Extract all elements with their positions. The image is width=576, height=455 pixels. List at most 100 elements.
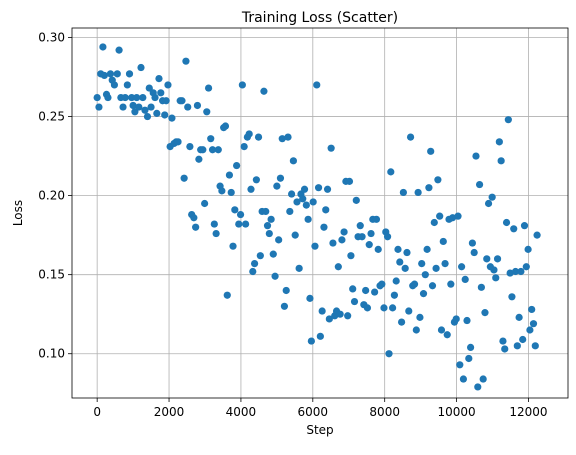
data-point bbox=[162, 97, 170, 105]
data-point bbox=[327, 144, 335, 152]
data-point bbox=[511, 267, 520, 276]
data-point bbox=[526, 326, 534, 334]
data-point bbox=[207, 135, 215, 143]
data-point bbox=[320, 223, 328, 231]
data-point bbox=[280, 302, 289, 310]
data-point bbox=[242, 220, 250, 228]
data-point bbox=[271, 272, 279, 280]
data-point bbox=[463, 316, 471, 325]
data-point bbox=[461, 275, 469, 284]
data-point bbox=[423, 245, 431, 253]
x-tick-label: 4000 bbox=[226, 405, 257, 419]
x-tick-label: 0 bbox=[93, 405, 101, 419]
data-point bbox=[405, 307, 413, 315]
data-point bbox=[164, 81, 172, 89]
data-point bbox=[427, 147, 435, 155]
data-point bbox=[306, 294, 314, 302]
data-point bbox=[367, 229, 375, 238]
y-tick-label: 0.30 bbox=[38, 30, 65, 44]
data-point bbox=[282, 286, 290, 295]
data-point bbox=[195, 155, 203, 163]
data-point bbox=[470, 248, 478, 257]
data-point bbox=[439, 237, 447, 246]
data-point bbox=[273, 182, 281, 190]
data-point bbox=[481, 309, 489, 317]
data-point bbox=[100, 71, 108, 80]
data-point bbox=[99, 43, 107, 51]
data-point bbox=[437, 326, 446, 334]
data-point bbox=[531, 342, 539, 350]
data-point bbox=[372, 215, 381, 223]
data-point bbox=[104, 93, 112, 102]
data-point bbox=[284, 133, 292, 141]
data-point bbox=[250, 259, 259, 268]
data-point bbox=[374, 245, 382, 253]
data-point bbox=[318, 307, 326, 315]
data-point bbox=[347, 252, 355, 260]
data-point bbox=[115, 46, 123, 54]
data-point bbox=[240, 142, 248, 151]
data-point bbox=[387, 168, 395, 176]
data-point bbox=[378, 280, 386, 288]
data-point bbox=[263, 222, 272, 230]
data-point bbox=[492, 274, 500, 282]
data-point bbox=[247, 185, 255, 193]
data-point bbox=[147, 103, 155, 111]
data-point bbox=[208, 146, 217, 154]
data-point bbox=[434, 176, 442, 184]
data-point bbox=[396, 258, 404, 266]
data-point bbox=[349, 285, 357, 293]
data-point bbox=[157, 89, 165, 97]
data-point bbox=[278, 135, 286, 143]
data-point bbox=[465, 354, 473, 363]
data-point bbox=[350, 297, 359, 306]
data-point bbox=[135, 103, 143, 111]
y-tick-label: 0.15 bbox=[38, 268, 65, 282]
data-point bbox=[289, 157, 298, 165]
data-point bbox=[399, 188, 407, 197]
data-point bbox=[432, 264, 440, 272]
data-point bbox=[141, 106, 149, 114]
data-point bbox=[322, 206, 330, 214]
data-point bbox=[524, 245, 532, 253]
data-point bbox=[139, 93, 147, 102]
data-point bbox=[517, 267, 525, 276]
data-point bbox=[210, 220, 218, 228]
data-point bbox=[529, 320, 538, 328]
data-point bbox=[265, 229, 273, 238]
data-point bbox=[452, 315, 460, 323]
data-point bbox=[380, 304, 388, 312]
data-point bbox=[186, 142, 194, 151]
data-point bbox=[155, 74, 163, 83]
data-point bbox=[252, 176, 260, 184]
data-point bbox=[456, 361, 464, 369]
y-axis-label: Loss bbox=[11, 200, 25, 226]
data-point bbox=[519, 335, 527, 344]
data-point bbox=[414, 188, 422, 197]
data-point bbox=[513, 342, 521, 350]
x-tick-label: 12000 bbox=[509, 405, 547, 419]
data-point bbox=[128, 93, 136, 102]
data-point bbox=[143, 112, 152, 121]
data-point bbox=[229, 242, 237, 250]
data-point bbox=[488, 193, 496, 201]
data-point bbox=[193, 101, 202, 110]
data-point bbox=[345, 177, 354, 185]
plot-frame bbox=[71, 27, 569, 399]
data-point bbox=[212, 229, 220, 238]
data-point bbox=[362, 286, 370, 295]
data-point bbox=[311, 242, 319, 250]
data-point bbox=[291, 231, 299, 239]
data-point bbox=[406, 133, 415, 141]
x-axis-ticks: 0 2000 4000 6000 8000 10000 12000 bbox=[93, 398, 548, 419]
data-point bbox=[221, 122, 230, 130]
data-point bbox=[397, 318, 406, 326]
data-point bbox=[371, 288, 379, 296]
data-point bbox=[223, 291, 231, 299]
data-point bbox=[443, 331, 451, 339]
data-point bbox=[184, 103, 192, 111]
data-point bbox=[307, 337, 315, 345]
data-point bbox=[528, 305, 536, 314]
data-point bbox=[385, 350, 393, 358]
data-point bbox=[93, 93, 101, 102]
